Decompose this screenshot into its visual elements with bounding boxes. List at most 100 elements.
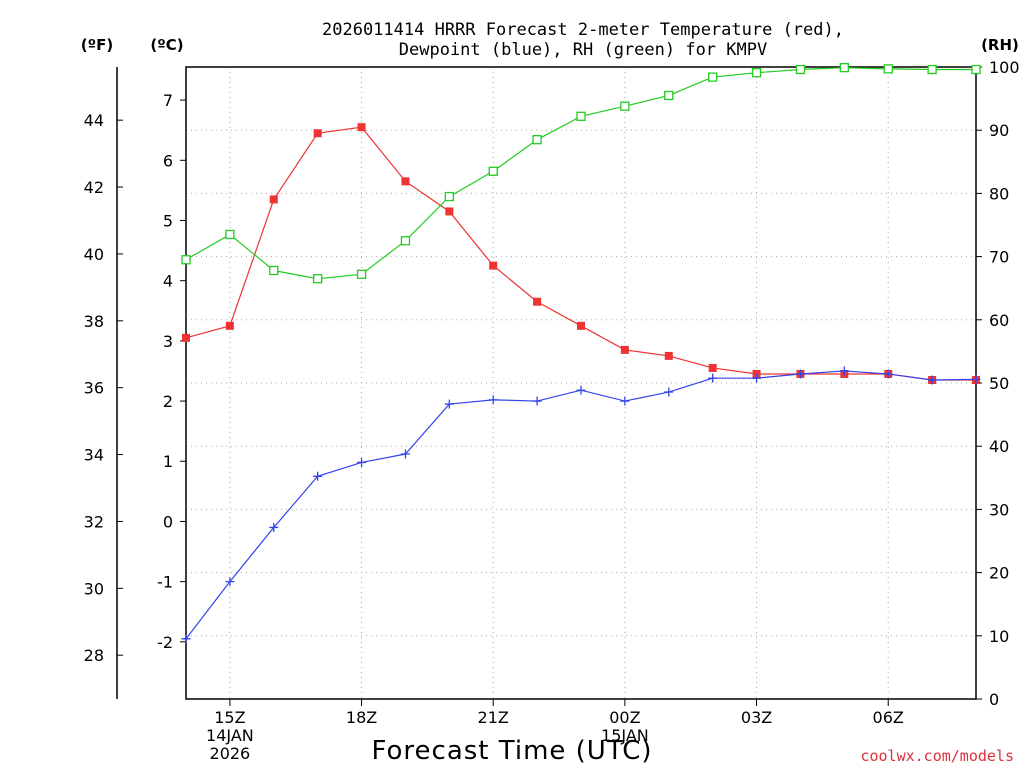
rh-point [269, 265, 279, 276]
x-tick-label: 15JAN [601, 726, 649, 745]
dewpoint-point [576, 385, 586, 395]
temperature-point [664, 351, 673, 360]
rh-point [795, 64, 806, 75]
celsius-tick-label: -1 [157, 573, 173, 592]
dewpoint-point [795, 369, 805, 379]
rh-point [444, 191, 454, 202]
rh-point [400, 236, 411, 246]
rh-tick-label: 40 [989, 437, 1009, 456]
dewpoint-point [532, 396, 542, 406]
dewpoint-point [225, 577, 235, 587]
dewpoint-point [313, 471, 323, 481]
celsius-tick-label: 3 [163, 332, 173, 351]
rh-point [225, 229, 235, 240]
temperature-point [225, 321, 234, 330]
dewpoint-point [181, 634, 191, 644]
temperature-point [708, 363, 717, 372]
celsius-tick-label: 5 [163, 211, 173, 230]
rh-line [185, 67, 976, 280]
dewpoint-point [620, 396, 630, 406]
rh-axis-unit: (RH) [981, 36, 1019, 54]
rh-point [356, 269, 367, 279]
rh-point [532, 135, 542, 145]
temperature-point [533, 297, 542, 306]
grid-lines [186, 67, 976, 699]
dewpoint-point [357, 457, 367, 467]
x-tick-label: 03Z [741, 708, 772, 727]
rh-point [751, 68, 762, 78]
rh-point [971, 64, 981, 75]
x-axis-title: Forecast Time (UTC) [371, 736, 652, 766]
credit-text: coolwx.com/models [860, 747, 1014, 765]
temperature-point [182, 333, 190, 342]
dewpoint-point [971, 374, 981, 384]
rh-point [708, 72, 718, 82]
celsius-axis-unit: (ºC) [150, 36, 183, 54]
rh-point [620, 101, 630, 111]
celsius-tick-label: 0 [163, 512, 173, 531]
celsius-tick-label: 7 [163, 91, 173, 110]
celsius-tick-label: 2 [163, 392, 173, 411]
celsius-tick-label: 6 [163, 151, 173, 170]
temperature-point [489, 261, 498, 270]
x-tick-label: 21Z [478, 708, 509, 727]
rh-point [488, 166, 498, 176]
rh-point [927, 64, 937, 75]
temperature-point [620, 345, 629, 354]
fahrenheit-tick-label: 42 [84, 178, 104, 197]
temperature-point [357, 123, 366, 132]
rh-tick-label: 60 [989, 311, 1009, 330]
temperature-line [185, 126, 976, 381]
dewpoint-point [883, 369, 893, 379]
chart-title-line-1: 2026011414 HRRR Forecast 2-meter Tempera… [322, 20, 844, 40]
temperature-point [269, 195, 278, 204]
rh-tick-label: 30 [989, 500, 1009, 519]
x-tick-label: 15Z [214, 708, 245, 727]
celsius-tick-label: 4 [163, 272, 173, 291]
fahrenheit-tick-label: 28 [84, 646, 104, 665]
rh-tick-label: 20 [989, 564, 1009, 583]
rh-point [576, 111, 586, 121]
rh-point [839, 62, 849, 73]
rh-tick-label: 100 [989, 58, 1020, 77]
fahrenheit-axis-unit: (ºF) [81, 36, 113, 54]
dewpoint-point [444, 399, 454, 409]
celsius-tick-label: 1 [163, 452, 173, 471]
rh-tick-label: 10 [989, 627, 1009, 646]
dewpoint-point [664, 387, 674, 397]
temperature-point [445, 207, 454, 216]
fahrenheit-tick-label: 38 [84, 312, 104, 331]
series-layer [181, 62, 981, 644]
fahrenheit-tick-label: 44 [84, 111, 104, 130]
dewpoint-point [839, 366, 849, 376]
axes [116, 66, 982, 706]
dewpoint-line [185, 370, 977, 640]
rh-tick-label: 50 [989, 374, 1009, 393]
temperature-point [577, 321, 585, 330]
dewpoint-point [400, 449, 410, 459]
fahrenheit-tick-label: 40 [84, 245, 104, 264]
rh-tick-label: 0 [989, 690, 999, 709]
dewpoint-point [708, 373, 718, 383]
x-tick-label: 00Z [609, 708, 640, 727]
rh-point [181, 255, 191, 265]
chart-title-line-2: Dewpoint (blue), RH (green) for KMPV [399, 40, 767, 60]
fahrenheit-tick-label: 32 [84, 512, 104, 531]
x-tick-label: 18Z [346, 708, 377, 727]
rh-point [313, 274, 323, 284]
rh-point [883, 64, 893, 74]
temperature-point [313, 129, 322, 138]
fahrenheit-tick-label: 34 [84, 446, 104, 465]
dewpoint-point [752, 373, 762, 383]
rh-tick-label: 90 [989, 121, 1009, 140]
x-tick-label: 2026 [210, 744, 251, 763]
fahrenheit-tick-label: 36 [84, 379, 104, 398]
dewpoint-point [927, 375, 937, 385]
celsius-tick-label: -2 [157, 633, 173, 652]
rh-point [664, 90, 674, 101]
x-tick-label: 06Z [873, 708, 904, 727]
rh-tick-label: 70 [989, 248, 1009, 267]
x-tick-label: 14JAN [206, 726, 254, 745]
